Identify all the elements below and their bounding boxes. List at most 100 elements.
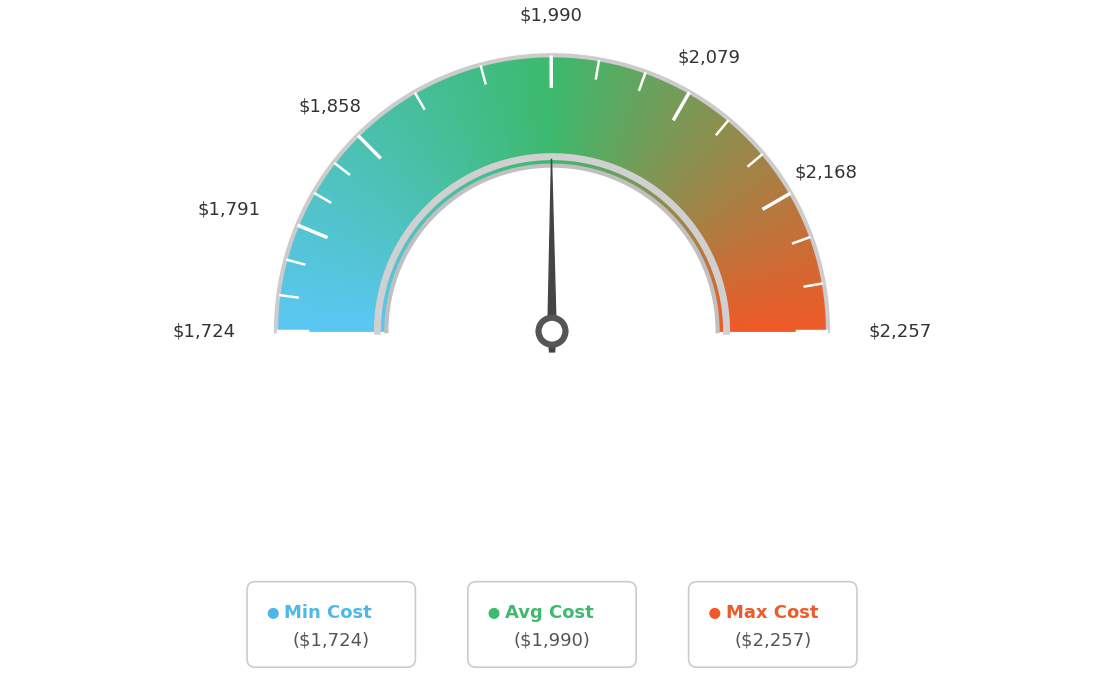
Wedge shape [692, 186, 788, 246]
Wedge shape [585, 61, 609, 169]
Wedge shape [606, 70, 646, 175]
Wedge shape [711, 254, 818, 286]
Circle shape [537, 315, 567, 347]
Wedge shape [299, 219, 401, 266]
Wedge shape [598, 66, 631, 172]
Wedge shape [626, 84, 677, 184]
Wedge shape [489, 62, 516, 170]
Wedge shape [696, 193, 793, 250]
Wedge shape [279, 285, 389, 305]
Wedge shape [673, 144, 757, 220]
Wedge shape [686, 169, 777, 235]
Wedge shape [691, 181, 785, 242]
Wedge shape [295, 230, 399, 272]
Wedge shape [432, 81, 481, 182]
Wedge shape [647, 105, 712, 196]
Wedge shape [354, 136, 435, 215]
Wedge shape [702, 214, 803, 262]
Wedge shape [655, 115, 725, 202]
Wedge shape [526, 56, 538, 166]
Wedge shape [283, 268, 391, 295]
Wedge shape [697, 198, 795, 253]
Wedge shape [716, 299, 827, 314]
Wedge shape [416, 89, 473, 187]
Wedge shape [529, 56, 540, 166]
Wedge shape [322, 176, 415, 239]
Wedge shape [289, 243, 395, 280]
Wedge shape [276, 319, 386, 326]
Wedge shape [566, 56, 578, 166]
Wedge shape [576, 58, 595, 168]
Text: $1,858: $1,858 [298, 98, 361, 116]
Wedge shape [520, 57, 534, 167]
Wedge shape [388, 108, 455, 198]
Wedge shape [605, 70, 643, 175]
Text: $2,168: $2,168 [794, 164, 857, 182]
Wedge shape [478, 65, 509, 172]
Wedge shape [374, 119, 446, 205]
Wedge shape [596, 66, 629, 172]
Wedge shape [437, 79, 485, 181]
Wedge shape [652, 111, 721, 200]
Wedge shape [511, 58, 530, 168]
Wedge shape [561, 56, 570, 166]
Wedge shape [680, 155, 766, 227]
Text: Max Cost: Max Cost [726, 604, 818, 622]
Wedge shape [700, 206, 799, 257]
Text: $2,257: $2,257 [868, 322, 932, 340]
Wedge shape [718, 328, 828, 331]
Wedge shape [714, 277, 824, 300]
Text: Min Cost: Min Cost [285, 604, 372, 622]
Wedge shape [716, 302, 827, 315]
Wedge shape [279, 288, 389, 307]
Wedge shape [341, 151, 426, 224]
Wedge shape [573, 57, 590, 167]
Wedge shape [365, 126, 442, 209]
Circle shape [268, 609, 278, 618]
Wedge shape [351, 140, 433, 218]
Wedge shape [649, 108, 716, 198]
Wedge shape [383, 111, 452, 200]
Wedge shape [613, 75, 656, 178]
Wedge shape [290, 240, 395, 278]
Wedge shape [422, 87, 476, 185]
Wedge shape [427, 84, 478, 184]
Wedge shape [683, 164, 774, 233]
Wedge shape [320, 179, 414, 241]
Wedge shape [456, 72, 496, 176]
Wedge shape [718, 314, 828, 322]
Wedge shape [615, 76, 659, 179]
Wedge shape [592, 63, 620, 171]
Wedge shape [559, 55, 566, 166]
Wedge shape [677, 148, 761, 223]
Wedge shape [703, 219, 805, 266]
Wedge shape [709, 243, 815, 280]
Wedge shape [618, 78, 665, 180]
Wedge shape [616, 77, 661, 179]
Wedge shape [570, 57, 584, 167]
Wedge shape [541, 55, 546, 166]
Wedge shape [675, 146, 760, 221]
Wedge shape [665, 128, 741, 210]
Wedge shape [608, 72, 648, 176]
Wedge shape [276, 328, 386, 331]
Polygon shape [548, 331, 556, 352]
Wedge shape [619, 79, 667, 181]
Wedge shape [333, 160, 422, 230]
Wedge shape [439, 78, 486, 180]
Wedge shape [684, 167, 775, 234]
Wedge shape [716, 294, 826, 310]
Text: ($1,724): ($1,724) [293, 631, 370, 649]
Wedge shape [714, 274, 822, 299]
Wedge shape [484, 63, 512, 171]
Wedge shape [690, 179, 784, 241]
Wedge shape [450, 74, 492, 177]
Text: Avg Cost: Avg Cost [506, 604, 594, 622]
Wedge shape [627, 86, 680, 184]
Wedge shape [445, 76, 489, 179]
Wedge shape [278, 297, 388, 312]
Wedge shape [599, 67, 635, 173]
Wedge shape [709, 240, 814, 278]
Wedge shape [718, 311, 828, 321]
Wedge shape [376, 117, 448, 204]
